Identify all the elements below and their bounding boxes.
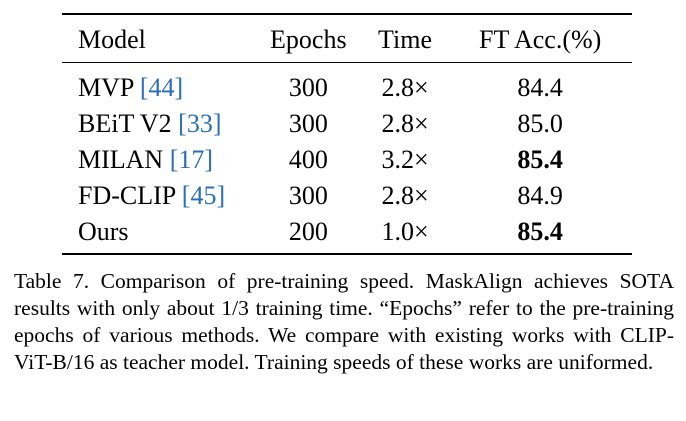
cell-time: 2.8× [381, 181, 429, 210]
citation-link[interactable]: [17] [169, 145, 214, 174]
caption-text: Table 7. Comparison of pre-training spee… [14, 269, 674, 374]
cell-ft-acc: 84.4 [517, 73, 563, 103]
table-row: MVP [44] 300 2.8× 84.4 [62, 62, 632, 106]
cell-epochs: 400 [288, 145, 328, 174]
header-epochs: Epochs [254, 14, 362, 63]
model-name: Ours [78, 216, 129, 246]
cell-time: 3.2× [381, 145, 429, 174]
cell-model: MVP [44] [62, 62, 255, 106]
cell-ft-acc: 84.9 [517, 181, 563, 210]
cell-epochs: 200 [288, 216, 328, 246]
cell-time: 2.8× [381, 109, 429, 138]
table-row: Ours 200 1.0× 85.4 [62, 214, 632, 254]
cell-model: Ours [62, 214, 255, 254]
header-model: Model [62, 14, 255, 63]
cell-ft-acc: 85.0 [517, 109, 563, 138]
model-name: MVP [78, 73, 134, 103]
citation-link[interactable]: [44] [139, 73, 184, 103]
cell-model: BEiT V2 [33] [62, 106, 255, 142]
cell-epochs: 300 [288, 73, 328, 103]
cell-ft-acc: 85.4 [517, 216, 563, 246]
model-name: FD-CLIP [78, 181, 176, 210]
header-ft-acc: FT Acc.(%) [448, 14, 632, 63]
table-row: MILAN [17] 400 3.2× 85.4 [62, 142, 632, 178]
cell-ft-acc: 85.4 [517, 145, 563, 174]
citation-link[interactable]: [33] [178, 109, 222, 138]
cell-time: 2.8× [381, 73, 429, 103]
results-table: Model Epochs Time FT Acc.(%) MVP [44] 30… [62, 13, 632, 255]
results-table-container: Model Epochs Time FT Acc.(%) MVP [44] 30… [62, 13, 632, 255]
cell-model: MILAN [17] [62, 142, 255, 178]
table-row: FD-CLIP [45] 300 2.8× 84.9 [62, 178, 632, 214]
cell-epochs: 300 [288, 181, 328, 210]
table-header-row: Model Epochs Time FT Acc.(%) [62, 14, 632, 63]
table-row: BEiT V2 [33] 300 2.8× 85.0 [62, 106, 632, 142]
table-caption: Table 7. Comparison of pre-training spee… [14, 268, 674, 376]
cell-time: 1.0× [381, 216, 429, 246]
model-name: MILAN [78, 145, 164, 174]
cell-epochs: 300 [288, 109, 328, 138]
header-time: Time [361, 14, 449, 63]
model-name: BEiT V2 [78, 109, 172, 138]
cell-model: FD-CLIP [45] [62, 178, 255, 214]
citation-link[interactable]: [45] [181, 181, 226, 210]
